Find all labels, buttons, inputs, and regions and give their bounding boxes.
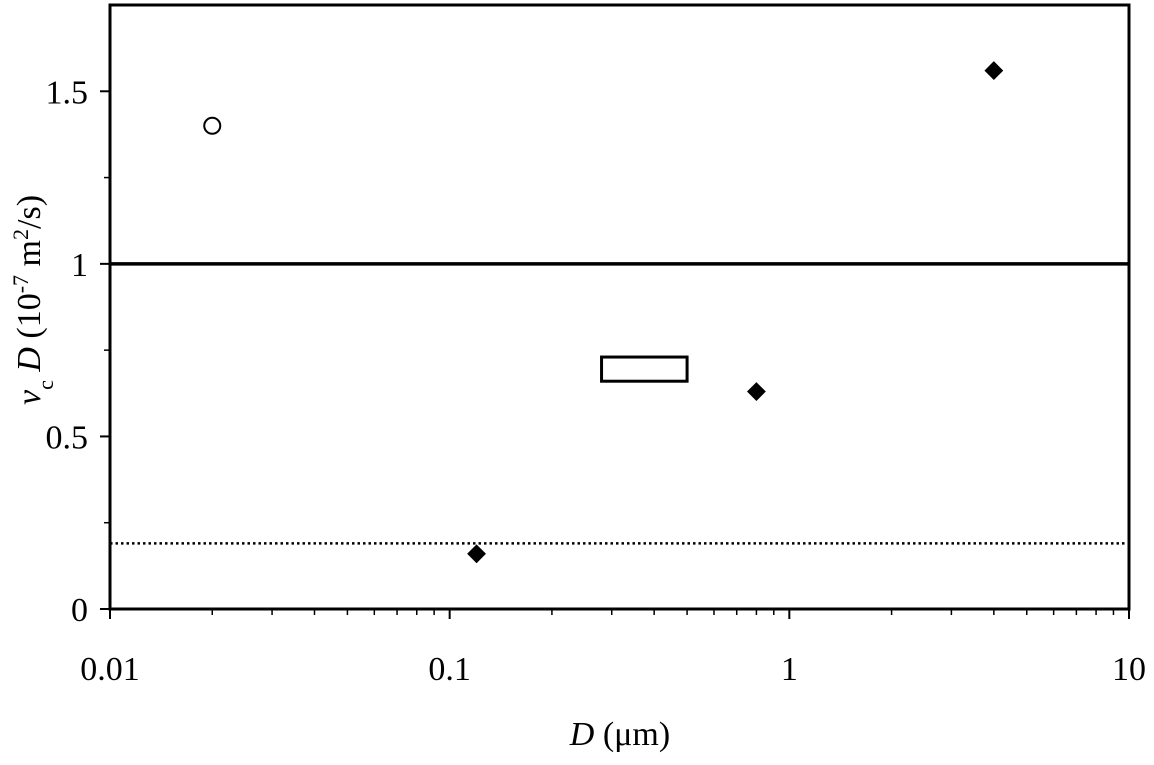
x-tick-label: 1 <box>781 651 798 688</box>
label-part: /s) <box>11 195 48 229</box>
label-part: -7 <box>8 275 33 293</box>
label-part: v <box>11 389 48 405</box>
y-axis-label: vc D (10-7 m2/s) <box>8 195 58 405</box>
x-tick-label: 10 <box>1112 651 1146 688</box>
range-box <box>600 355 689 383</box>
x-tick-label: 0.1 <box>428 651 471 688</box>
marker <box>747 382 766 401</box>
y-tick-label: 0 <box>71 592 88 629</box>
label-part: (10 <box>11 293 48 347</box>
label-part: (μm) <box>594 716 670 753</box>
x-tick-label: 0.01 <box>80 651 140 688</box>
label-part: D <box>569 716 595 753</box>
label-part: 2 <box>8 229 33 240</box>
y-tick-label: 1.5 <box>46 74 89 111</box>
y-tick-label: 1 <box>71 247 88 284</box>
y-tick-label: 0.5 <box>46 419 89 456</box>
label-part: m <box>11 240 48 275</box>
label-part: D <box>11 347 48 381</box>
plot-frame <box>108 3 1131 611</box>
marker <box>984 61 1004 80</box>
marker <box>467 544 486 564</box>
x-axis-label: D (μm) <box>569 716 670 753</box>
marker <box>203 116 222 135</box>
label-part: c <box>33 380 58 390</box>
